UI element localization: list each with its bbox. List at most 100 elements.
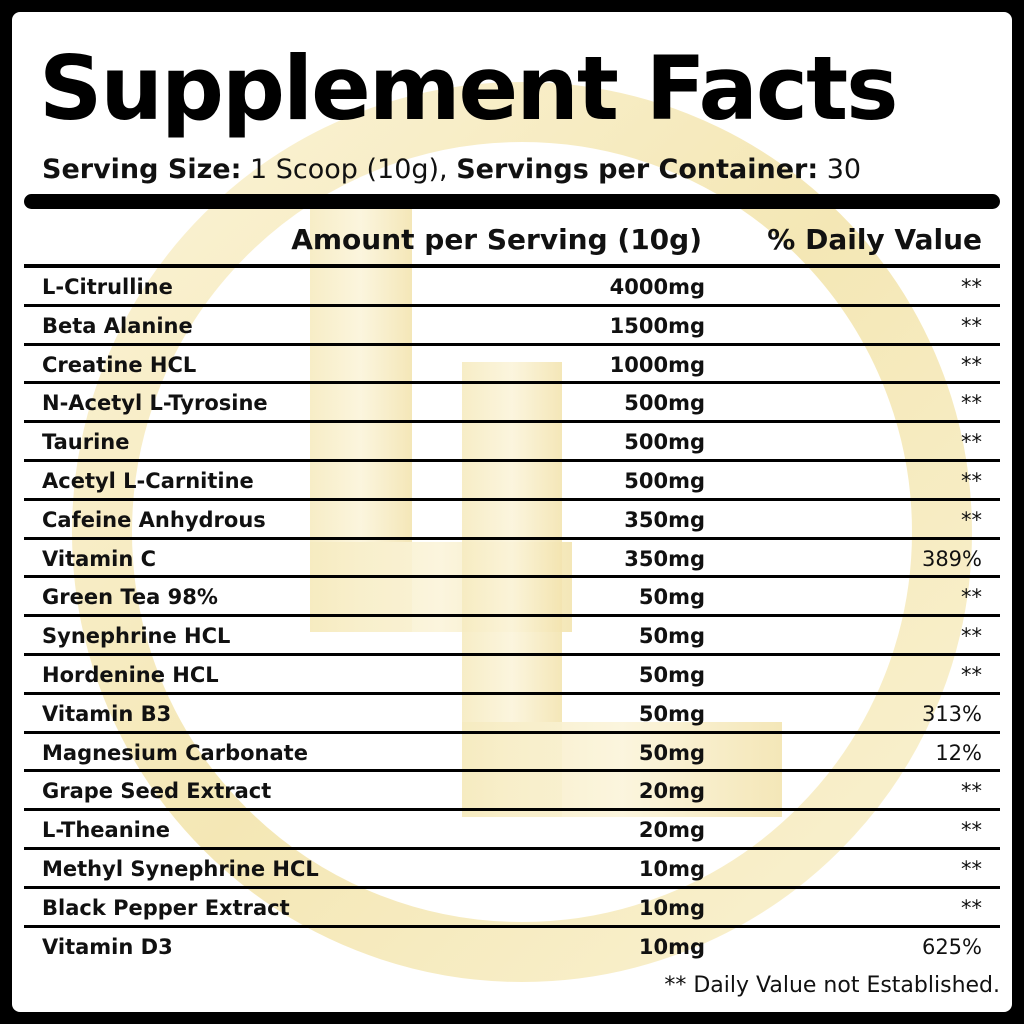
ingredient-name: Vitamin C bbox=[42, 546, 157, 571]
ingredient-name: Beta Alanine bbox=[42, 313, 193, 338]
row-divider bbox=[24, 691, 1000, 695]
table-row: Beta Alanine 1500mg ** bbox=[12, 307, 1012, 346]
table-row: Vitamin D3 10mg 625% bbox=[12, 928, 1012, 967]
ingredient-daily-value: 389% bbox=[921, 546, 982, 571]
ingredient-name: Taurine bbox=[42, 430, 130, 455]
ingredient-amount: 10mg bbox=[638, 856, 705, 881]
ingredient-amount: 50mg bbox=[638, 740, 705, 765]
ingredient-name: Hordenine HCL bbox=[42, 662, 219, 687]
ingredient-amount: 20mg bbox=[638, 818, 705, 843]
row-divider bbox=[24, 614, 1000, 618]
daily-value-footnote: ** Daily Value not Established. bbox=[664, 973, 1000, 998]
ingredient-amount: 4000mg bbox=[609, 275, 705, 299]
ingredient-name: Acetyl L-Carnitine bbox=[42, 468, 254, 493]
serving-size-value: 1 Scoop (10g), bbox=[241, 154, 457, 185]
row-divider bbox=[24, 303, 1000, 307]
ingredient-name: Cafeine Anhydrous bbox=[42, 507, 266, 532]
ingredient-daily-value: ** bbox=[961, 818, 982, 843]
ingredient-amount: 1500mg bbox=[609, 313, 705, 338]
ingredient-daily-value: ** bbox=[961, 624, 982, 649]
ingredient-amount: 50mg bbox=[638, 662, 705, 687]
ingredient-daily-value: ** bbox=[961, 391, 982, 416]
table-row: Grape Seed Extract 20mg ** bbox=[12, 772, 1012, 812]
ingredient-daily-value: ** bbox=[961, 275, 982, 299]
ingredient-amount: 50mg bbox=[638, 624, 705, 649]
ingredient-amount: 350mg bbox=[624, 507, 705, 532]
table-row: Hordenine HCL 50mg ** bbox=[12, 656, 1012, 695]
row-divider bbox=[24, 652, 1000, 656]
row-divider bbox=[24, 420, 1000, 424]
table-header: Amount per Serving (10g) % Daily Value bbox=[12, 218, 1012, 264]
ingredient-name: Vitamin B3 bbox=[42, 701, 172, 726]
ingredient-daily-value: ** bbox=[961, 468, 982, 493]
row-divider bbox=[24, 575, 1000, 579]
ingredient-name: Magnesium Carbonate bbox=[42, 740, 308, 765]
ingredient-amount: 1000mg bbox=[609, 352, 705, 377]
table-row: Acetyl L-Carnitine 500mg ** bbox=[12, 462, 1012, 501]
table-row: L-Citrulline 4000mg ** bbox=[12, 268, 1012, 307]
row-divider bbox=[24, 381, 1000, 385]
ingredient-amount: 50mg bbox=[638, 585, 705, 610]
ingredient-name: Grape Seed Extract bbox=[42, 779, 272, 804]
ingredient-daily-value: ** bbox=[961, 585, 982, 610]
table-row: Cafeine Anhydrous 350mg ** bbox=[12, 501, 1012, 540]
servings-per-container-value: 30 bbox=[818, 154, 862, 185]
ingredient-name: N-Acetyl L-Tyrosine bbox=[42, 391, 268, 416]
ingredient-daily-value: ** bbox=[961, 430, 982, 455]
row-divider bbox=[24, 769, 1000, 773]
ingredient-amount: 10mg bbox=[638, 895, 705, 920]
ingredient-amount: 50mg bbox=[638, 701, 705, 726]
ingredient-amount: 500mg bbox=[624, 430, 705, 455]
ingredient-daily-value: ** bbox=[961, 352, 982, 377]
ingredient-name: L-Theanine bbox=[42, 818, 171, 843]
row-divider bbox=[24, 342, 1000, 346]
ingredient-amount: 500mg bbox=[624, 391, 705, 416]
ingredient-daily-value: ** bbox=[961, 662, 982, 687]
ingredient-daily-value: ** bbox=[961, 507, 982, 532]
row-divider bbox=[24, 846, 1000, 850]
ingredient-daily-value: ** bbox=[961, 779, 982, 804]
ingredient-name: Synephrine HCL bbox=[42, 624, 231, 649]
ingredient-name: L-Citrulline bbox=[42, 275, 173, 299]
ingredient-daily-value: ** bbox=[961, 313, 982, 338]
ingredient-table: L-Citrulline 4000mg ** Beta Alanine 1500mg **… bbox=[12, 268, 1012, 966]
table-row: Creatine HCL 1000mg ** bbox=[12, 346, 1012, 385]
table-row: Vitamin B3 50mg 313% bbox=[12, 695, 1012, 734]
table-row: Green Tea 98% 50mg ** bbox=[12, 578, 1012, 618]
ingredient-amount: 10mg bbox=[638, 934, 705, 959]
table-row: Taurine 500mg ** bbox=[12, 423, 1012, 462]
row-divider bbox=[24, 497, 1000, 501]
ingredient-daily-value: 12% bbox=[935, 740, 982, 765]
ingredient-daily-value: 625% bbox=[921, 934, 982, 959]
row-divider bbox=[24, 808, 1000, 812]
table-row: Synephrine HCL 50mg ** bbox=[12, 617, 1012, 656]
header-divider bbox=[24, 264, 1000, 268]
ingredient-daily-value: ** bbox=[961, 895, 982, 920]
table-row: L-Theanine 20mg ** bbox=[12, 811, 1012, 850]
serving-size-label: Serving Size: bbox=[42, 154, 242, 185]
ingredient-amount: 500mg bbox=[624, 468, 705, 493]
row-divider bbox=[24, 885, 1000, 889]
supplement-facts-panel: Supplement Facts Serving Size: 1 Scoop (… bbox=[12, 12, 1012, 1012]
table-row: Magnesium Carbonate 50mg 12% bbox=[12, 734, 1012, 773]
table-row: Black Pepper Extract 10mg ** bbox=[12, 889, 1012, 928]
label-title: Supplement Facts bbox=[39, 37, 899, 140]
ingredient-name: Creatine HCL bbox=[42, 352, 197, 377]
row-divider bbox=[24, 536, 1000, 540]
serving-info: Serving Size: 1 Scoop (10g), Servings pe… bbox=[42, 152, 861, 188]
ingredient-daily-value: ** bbox=[961, 856, 982, 881]
label-content: Supplement Facts Serving Size: 1 Scoop (… bbox=[12, 12, 1012, 1012]
table-row: N-Acetyl L-Tyrosine 500mg ** bbox=[12, 384, 1012, 424]
ingredient-name: Vitamin D3 bbox=[42, 934, 173, 959]
servings-per-container-label: Servings per Container: bbox=[456, 154, 819, 185]
thick-divider bbox=[24, 194, 1000, 209]
ingredient-name: Black Pepper Extract bbox=[42, 895, 290, 920]
ingredient-amount: 20mg bbox=[638, 779, 705, 804]
row-divider bbox=[24, 730, 1000, 734]
ingredient-name: Green Tea 98% bbox=[42, 585, 218, 610]
row-divider bbox=[24, 924, 1000, 928]
row-divider bbox=[24, 458, 1000, 462]
ingredient-daily-value: 313% bbox=[921, 701, 982, 726]
header-daily-value: % Daily Value bbox=[767, 223, 982, 256]
ingredient-name: Methyl Synephrine HCL bbox=[42, 856, 319, 881]
